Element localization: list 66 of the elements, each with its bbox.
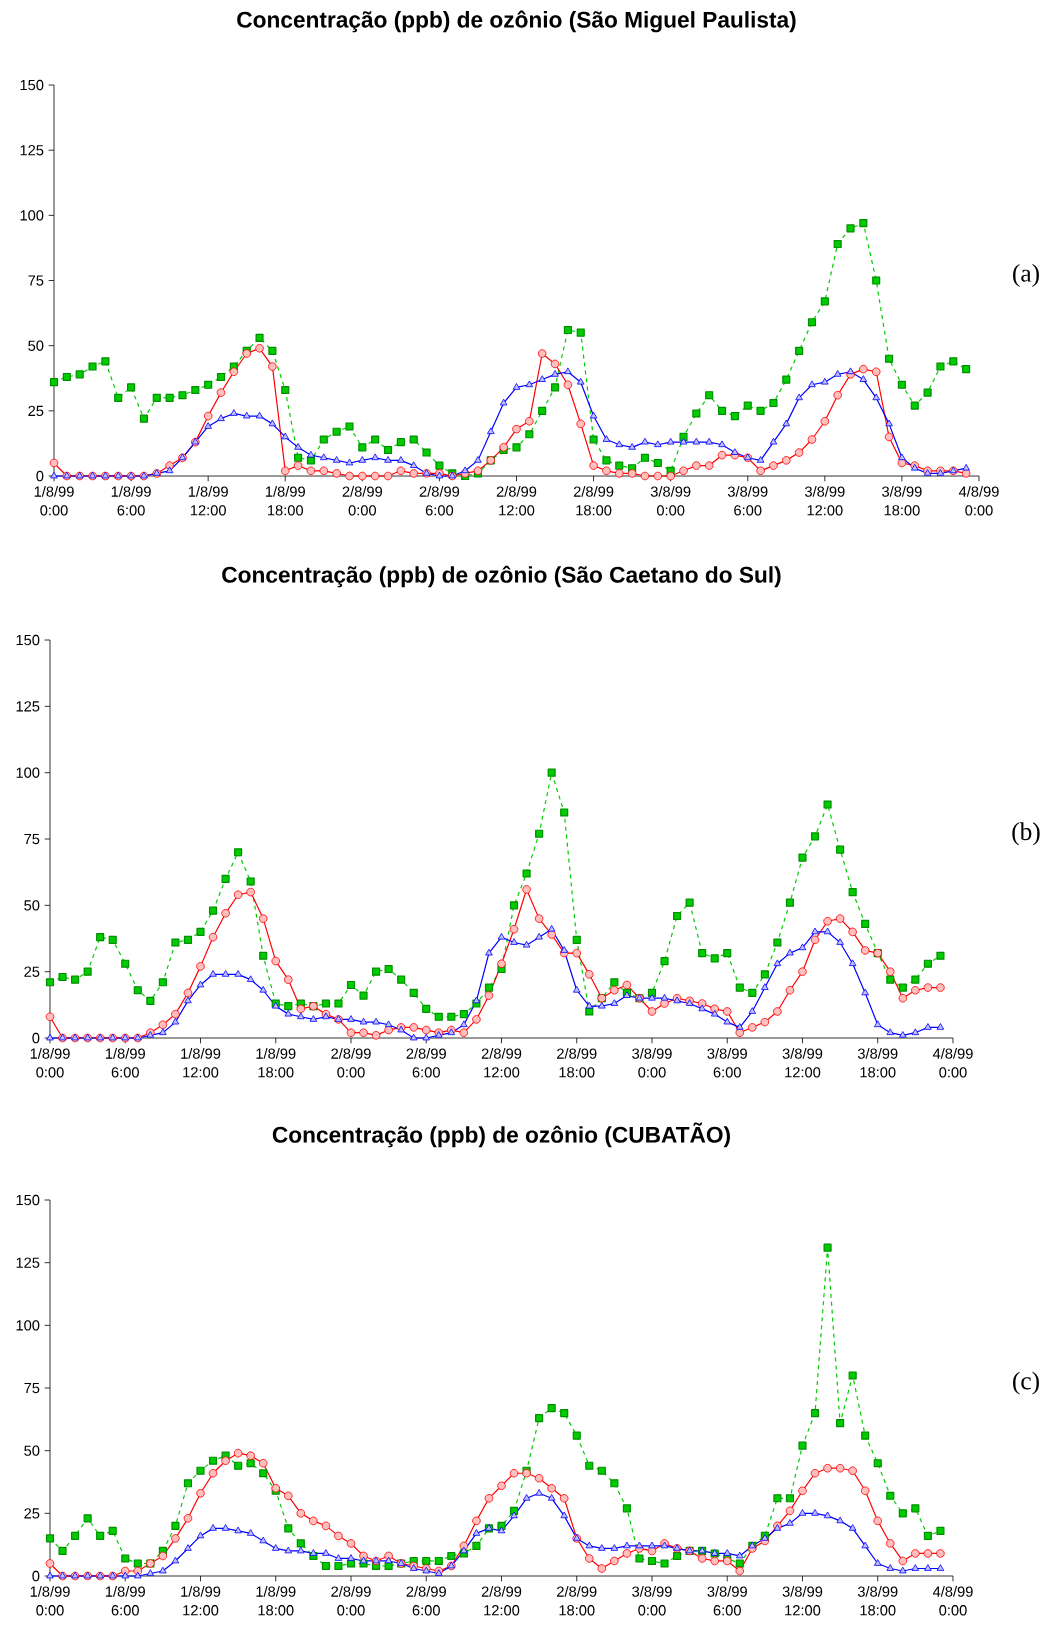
x-tick-label: 2/8/99 0:00 (331, 1048, 371, 1078)
y-tick-label: 50 (24, 900, 40, 911)
y-tick-label: 75 (28, 275, 44, 286)
x-tick-label: 3/8/99 6:00 (707, 1048, 747, 1078)
x-tick-label: 2/8/99 6:00 (406, 1586, 446, 1616)
chart-title: Concentração (ppb) de ozônio (São Miguel Paulista) (237, 10, 796, 33)
y-tick-label: 0 (36, 470, 44, 482)
x-tick-label: 2/8/99 18:00 (557, 1586, 597, 1616)
x-tick-label: 4/8/99 0:00 (932, 1048, 973, 1078)
x-tick-label: 4/8/99 0:00 (958, 486, 999, 516)
x-tick-label: 1/8/99 6:00 (105, 1586, 145, 1616)
x-tick-label: 1/8/99 0:00 (30, 1048, 70, 1078)
text: (a) (1013, 263, 1039, 287)
y-tick-label: 125 (16, 1257, 40, 1268)
x-tick-label: 3/8/99 12:00 (782, 1048, 823, 1078)
y-tick-label: 150 (16, 1194, 40, 1206)
x-tick-label: 2/8/99 12:00 (481, 1586, 522, 1616)
x-tick-label: 1/8/99 12:00 (181, 1048, 221, 1078)
chart-title: Concentração (ppb) de ozônio (CUBATÃO) (272, 1122, 730, 1148)
x-tick-label: 3/8/99 0:00 (632, 1586, 672, 1616)
y-tick-label: 150 (20, 79, 44, 91)
x-tick-label: 2/8/99 18:00 (573, 486, 614, 516)
x-tick-label: 1/8/99 12:00 (181, 1586, 221, 1616)
x-tick-label: 3/8/99 0:00 (650, 486, 691, 516)
y-tick-label: 25 (28, 405, 44, 417)
y-tick-label: 75 (24, 833, 40, 845)
text: (b) (1012, 822, 1040, 846)
x-tick-label: 1/8/99 6:00 (105, 1048, 145, 1078)
x-tick-label: 2/8/99 0:00 (331, 1586, 371, 1616)
x-tick-label: 3/8/99 6:00 (707, 1586, 747, 1616)
x-tick-label: 2/8/99 0:00 (342, 486, 383, 516)
x-tick-label: 3/8/99 18:00 (882, 486, 922, 516)
y-tick-label: 150 (16, 634, 40, 646)
x-tick-label: 1/8/99 18:00 (265, 486, 305, 516)
y-tick-label: 75 (24, 1382, 40, 1394)
x-tick-label: 3/8/99 12:00 (782, 1586, 823, 1616)
y-tick-label: 125 (20, 145, 44, 156)
x-tick-label: 3/8/99 12:00 (805, 486, 845, 516)
x-tick-label: 1/8/99 6:00 (111, 486, 151, 516)
y-tick-label: 100 (20, 210, 44, 221)
x-tick-label: 3/8/99 0:00 (632, 1048, 672, 1078)
x-tick-label: 2/8/99 6:00 (419, 486, 460, 516)
x-tick-label: 1/8/99 12:00 (188, 486, 228, 516)
y-tick-label: 25 (24, 966, 40, 977)
x-tick-label: 1/8/99 0:00 (34, 486, 74, 516)
x-tick-label: 2/8/99 12:00 (496, 486, 537, 516)
chart-title: Concentração (ppb) de ozônio (São Caetano do Sul) (222, 565, 781, 588)
x-tick-label: 1/8/99 18:00 (256, 1048, 296, 1078)
x-tick-label: 1/8/99 0:00 (30, 1586, 70, 1616)
y-tick-label: 0 (32, 1570, 40, 1582)
x-tick-label: 2/8/99 18:00 (557, 1048, 597, 1078)
y-tick-label: 50 (28, 340, 44, 351)
y-tick-label: 0 (32, 1032, 40, 1044)
y-tick-label: 125 (16, 701, 40, 712)
x-tick-label: 2/8/99 12:00 (481, 1048, 522, 1078)
x-tick-label: 4/8/99 0:00 (932, 1586, 973, 1616)
y-tick-label: 100 (16, 767, 40, 778)
x-tick-label: 2/8/99 6:00 (406, 1048, 446, 1078)
x-tick-label: 3/8/99 6:00 (727, 486, 768, 516)
y-tick-label: 25 (24, 1508, 40, 1519)
x-tick-label: 3/8/99 18:00 (857, 1048, 898, 1078)
text: (c) (1013, 1371, 1039, 1395)
y-tick-label: 50 (24, 1445, 40, 1456)
y-tick-label: 100 (16, 1320, 40, 1331)
x-tick-label: 1/8/99 18:00 (256, 1586, 296, 1616)
x-tick-label: 3/8/99 18:00 (857, 1586, 898, 1616)
